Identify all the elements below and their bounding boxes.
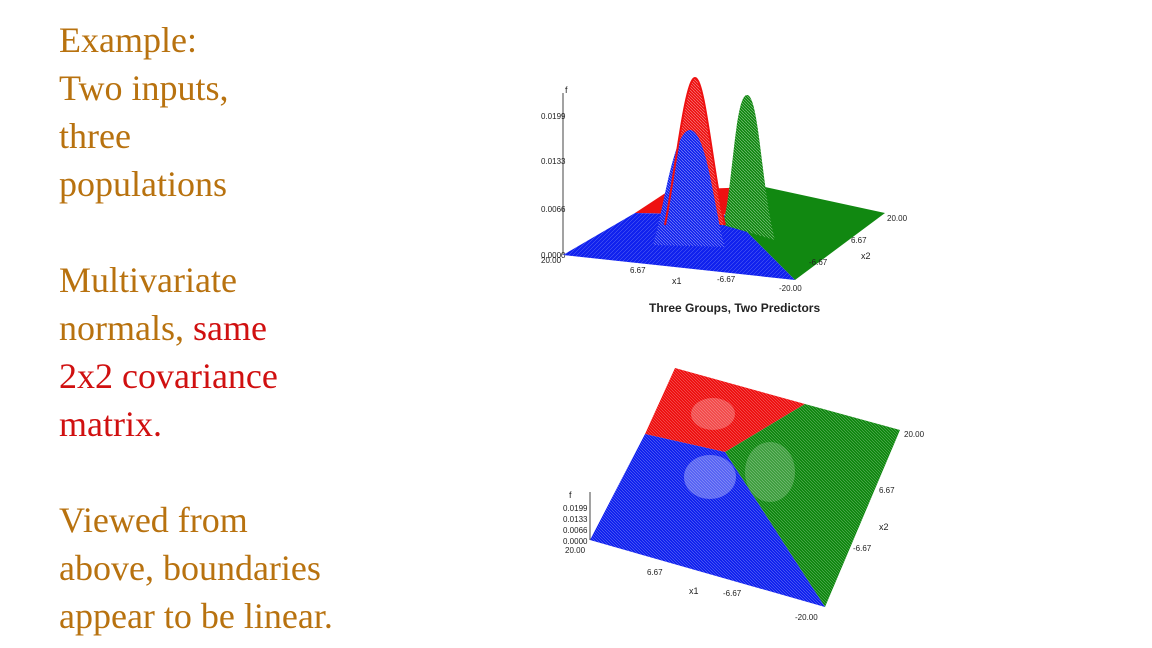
f-tick: 0.0066 [563, 526, 588, 535]
boundaries-line-2: above, boundaries [59, 548, 321, 588]
f-axis-label: f [565, 85, 568, 95]
covariance-line-3: 2x2 covariance [59, 356, 278, 396]
x1-tick: -6.67 [717, 275, 736, 284]
covariance-line-2: normals, same [59, 304, 278, 352]
x2-tick: 6.67 [851, 236, 867, 245]
x2-axis-label: x2 [861, 251, 871, 261]
x1-tick: 6.67 [647, 568, 663, 577]
x1-tick: 20.00 [565, 546, 586, 555]
x1-tick: 20.00 [541, 256, 562, 265]
boundaries-line-3: appear to be linear. [59, 596, 333, 636]
intro-line-1: Example: [59, 20, 197, 60]
intro-line-3: three [59, 116, 131, 156]
x1-axis-label: x1 [672, 276, 682, 286]
overhead-surface-graphic: f 0.0199 0.0133 0.0066 0.0000 20.00 6.67… [563, 368, 925, 622]
f-axis-label: f [569, 490, 572, 500]
x2-tick: 20.00 [904, 430, 925, 439]
f-tick: 0.0000 [541, 251, 566, 260]
covariance-text: Multivariate normals, same 2x2 covarianc… [59, 256, 278, 448]
x1-tick: -20.00 [795, 613, 818, 622]
f-tick: 0.0133 [541, 157, 566, 166]
x1-tick: -20.00 [779, 284, 802, 293]
x2-tick: 20.00 [887, 214, 908, 223]
plot-caption: Three Groups, Two Predictors [649, 301, 821, 315]
x2-axis-label: x2 [879, 522, 889, 532]
overhead-surface-plot: f 0.0199 0.0133 0.0066 0.0000 20.00 6.67… [545, 362, 945, 632]
x2-tick: -6.67 [853, 544, 872, 553]
f-tick: 0.0199 [541, 112, 566, 121]
x1-tick: -6.67 [723, 589, 742, 598]
f-tick: 0.0066 [541, 205, 566, 214]
covariance-line-1: Multivariate [59, 260, 237, 300]
f-tick: 0.0199 [563, 504, 588, 513]
x2-tick: 6.67 [879, 486, 895, 495]
density-surface-graphic: f 0.0199 0.0133 0.0066 0.0000 20.00 6.67… [541, 76, 908, 293]
x2-tick: -6.67 [809, 258, 828, 267]
f-tick: 0.0000 [563, 537, 588, 546]
boundaries-line-1: Viewed from [59, 500, 248, 540]
boundaries-text: Viewed from above, boundaries appear to … [59, 496, 333, 640]
intro-line-2: Two inputs, [59, 68, 229, 108]
f-tick: 0.0133 [563, 515, 588, 524]
intro-line-4: populations [59, 164, 227, 204]
covariance-emphasis: same [192, 308, 267, 348]
covariance-line-4: matrix. [59, 404, 162, 444]
density-surface-plot: f 0.0199 0.0133 0.0066 0.0000 20.00 6.67… [525, 75, 925, 320]
covariance-line-2-start: normals, [59, 308, 193, 348]
intro-text: Example: Two inputs, three populations [59, 16, 229, 208]
x1-axis-label: x1 [689, 586, 699, 596]
x1-tick: 6.67 [630, 266, 646, 275]
